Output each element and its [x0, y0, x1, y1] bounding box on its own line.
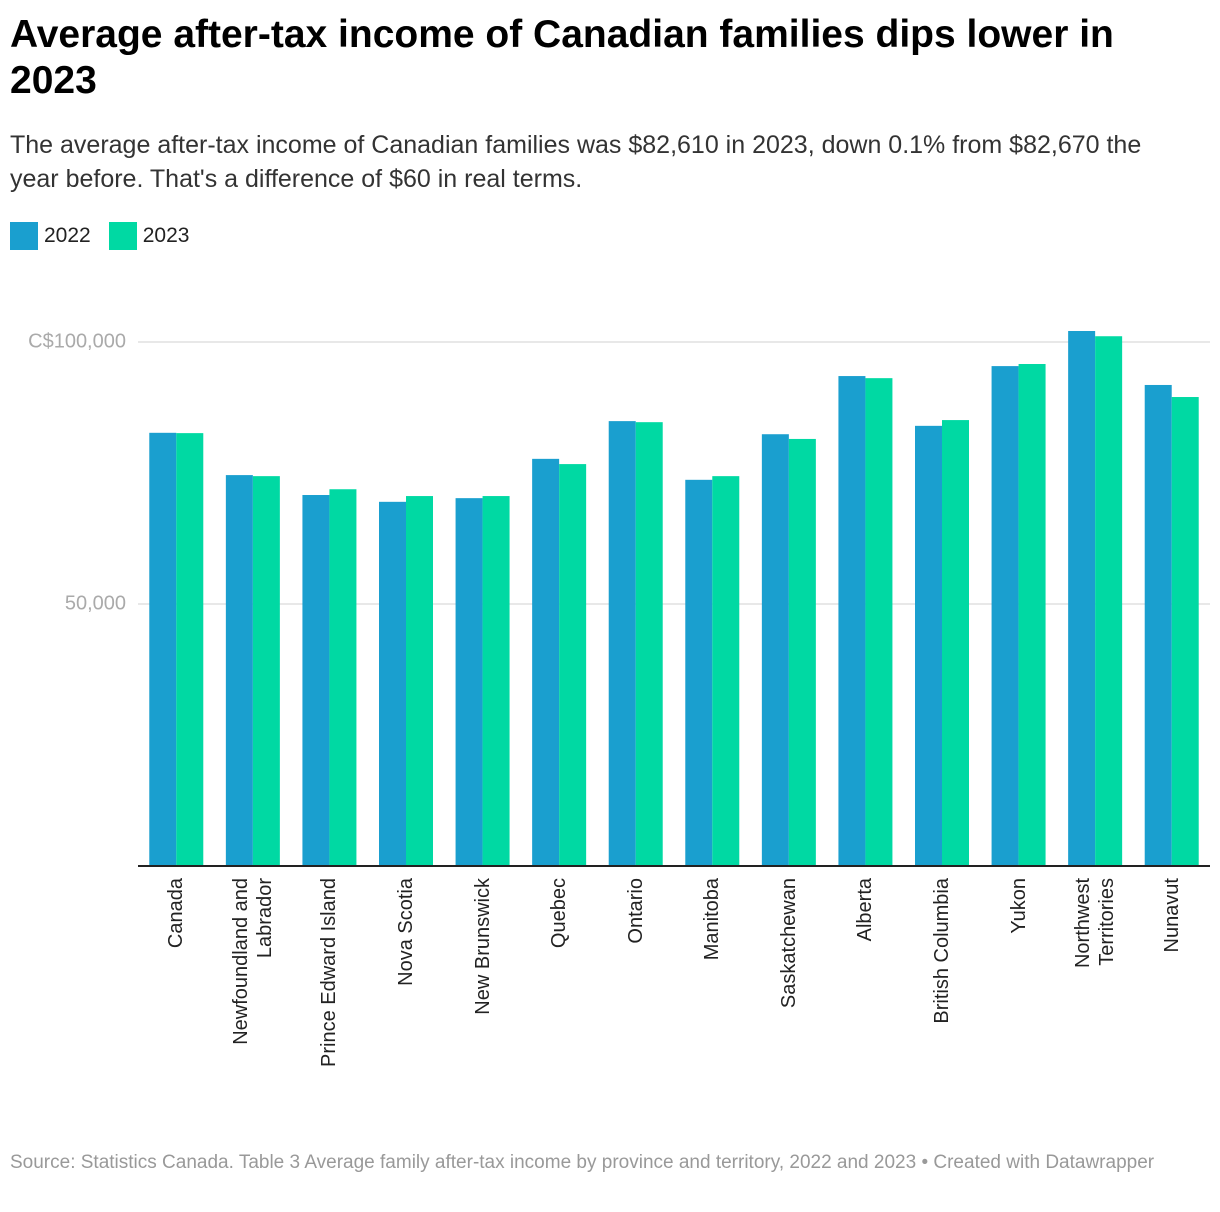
bar	[635, 422, 663, 866]
y-tick-label: C$100,000	[28, 330, 126, 352]
x-tick-label: Nunavut	[1160, 878, 1183, 953]
bar	[1095, 336, 1123, 867]
legend-label: 2022	[44, 224, 91, 247]
bar	[761, 434, 789, 866]
bar	[942, 420, 969, 866]
legend-swatch	[108, 222, 137, 250]
bar	[788, 438, 816, 866]
x-tick-label: Saskatchewan	[777, 878, 800, 1009]
bar	[455, 498, 483, 866]
x-tick-label: Prince Edward Island	[318, 878, 341, 1067]
bar	[482, 496, 510, 866]
bar	[225, 475, 253, 866]
bar	[1171, 397, 1199, 866]
x-tick-label: Nova Scotia	[395, 878, 417, 986]
bar	[252, 476, 280, 866]
x-tick-label: New Brunswick	[471, 878, 494, 1015]
bar	[302, 495, 330, 866]
bar	[379, 501, 406, 866]
x-tick-label: Yukon	[1007, 878, 1030, 934]
bar	[1068, 330, 1096, 867]
bar	[176, 433, 204, 866]
bar	[1144, 384, 1172, 866]
bar	[1018, 364, 1046, 866]
legend-item: 2023	[108, 222, 190, 250]
legend-label: 2023	[142, 224, 190, 247]
source-note: Source: Statistics Canada. Table 3 Avera…	[10, 1152, 1155, 1173]
legend-item: 2022	[10, 222, 91, 250]
bar	[559, 464, 587, 866]
x-tick-label: Canada	[165, 878, 188, 949]
bar	[991, 366, 1019, 866]
bar	[406, 496, 433, 866]
x-tick-label: Quebec	[548, 878, 571, 949]
legend-swatch	[10, 222, 38, 250]
bar	[685, 479, 713, 866]
x-tick-label: Northwest Territories	[1072, 878, 1119, 969]
x-tick-label: Ontario	[624, 878, 647, 944]
x-tick-label: Manitoba	[701, 878, 724, 961]
x-tick-label: Newfoundland and Labrador	[229, 878, 276, 1045]
bar	[532, 458, 560, 866]
chart-title: Average after-tax income of Canadian fam…	[10, 13, 1114, 102]
x-tick-label: Alberta	[854, 878, 877, 942]
x-tick-label: British Columbia	[931, 878, 953, 1024]
bar	[865, 378, 893, 866]
bar	[712, 476, 740, 866]
bar	[608, 421, 636, 866]
bar	[838, 376, 866, 866]
legend: 2022 2023	[10, 222, 189, 250]
y-tick-label: 50,000	[65, 592, 126, 614]
bar	[329, 489, 357, 866]
bar	[915, 425, 942, 866]
chart-subtitle: The average after-tax income of Canadian…	[10, 131, 1142, 193]
bar	[149, 432, 177, 866]
